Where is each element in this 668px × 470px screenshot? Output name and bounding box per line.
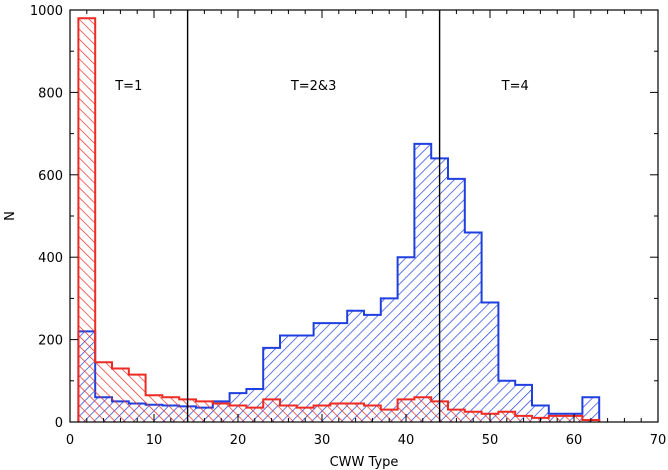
bar-0-12 (280, 335, 297, 422)
bar-1-18 (380, 409, 398, 422)
bar-0-15 (330, 323, 348, 422)
bar-1-10 (246, 407, 264, 422)
bar-1-11 (263, 399, 280, 422)
bar-0-16 (347, 310, 364, 422)
region-label-0: T=1 (114, 79, 142, 94)
bar-0-14 (313, 323, 331, 422)
region-labels: T=1 T=2&3 T=4 (114, 79, 529, 94)
bar-0-19 (397, 257, 415, 422)
bar-1-15 (330, 403, 348, 422)
bar-1-17 (364, 405, 381, 422)
bar-0-13 (296, 335, 314, 422)
region-label-2: T=4 (501, 79, 529, 94)
bar-1-16 (347, 403, 364, 422)
y-tick-label-2: 400 (38, 251, 63, 266)
bar-1-8 (212, 403, 230, 422)
bar-1-9 (229, 405, 247, 422)
y-tick-label-4: 800 (38, 86, 63, 101)
bar-1-25 (498, 411, 516, 422)
bar-1-1 (95, 362, 112, 422)
x-tick-label-7: 70 (650, 433, 667, 448)
x-tick-label-3: 30 (314, 433, 331, 448)
bar-1-22 (448, 409, 465, 422)
series-0 (77, 142, 601, 422)
y-axis-label: N (3, 211, 18, 221)
x-tick-label-5: 50 (482, 433, 499, 448)
y-tick-label-5: 1000 (30, 4, 63, 19)
y-tick-label-3: 600 (38, 169, 63, 184)
bar-0-23 (464, 232, 482, 422)
bar-0-18 (380, 298, 398, 422)
bar-0-26 (515, 384, 532, 422)
bar-1-20 (414, 397, 432, 422)
bar-1-2 (112, 368, 129, 422)
y-tick-label-1: 200 (38, 334, 63, 349)
x-tick-label-0: 0 (66, 433, 74, 448)
x-tick-label-6: 60 (566, 433, 583, 448)
region-dividers (186, 10, 441, 422)
bar-1-19 (397, 399, 415, 422)
axis-ticks: 0 10 20 30 40 50 60 70 0 200 400 600 800 1000 (30, 4, 666, 448)
x-tick-label-1: 10 (146, 433, 163, 448)
x-tick-label-4: 40 (398, 433, 415, 448)
series-outline-1 (77, 17, 601, 422)
y-tick-label-0: 0 (55, 416, 63, 431)
bar-1-23 (464, 411, 482, 422)
bar-1-7 (196, 401, 213, 422)
x-axis-label: CWW Type (330, 455, 399, 470)
bar-0-17 (364, 314, 381, 422)
bar-0-24 (481, 302, 499, 422)
bar-1-3 (128, 374, 146, 422)
bar-0-22 (448, 178, 465, 422)
bar-1-5 (162, 397, 180, 422)
bar-1-12 (280, 405, 297, 422)
bar-1-4 (145, 395, 163, 422)
bar-1-14 (313, 405, 331, 422)
bars-layer (77, 17, 601, 422)
bar-1-0 (78, 18, 96, 422)
bar-0-20 (414, 143, 432, 422)
region-label-1: T=2&3 (290, 79, 337, 94)
bar-0-30 (582, 397, 600, 422)
x-tick-label-2: 20 (230, 433, 247, 448)
bar-1-13 (296, 407, 314, 422)
